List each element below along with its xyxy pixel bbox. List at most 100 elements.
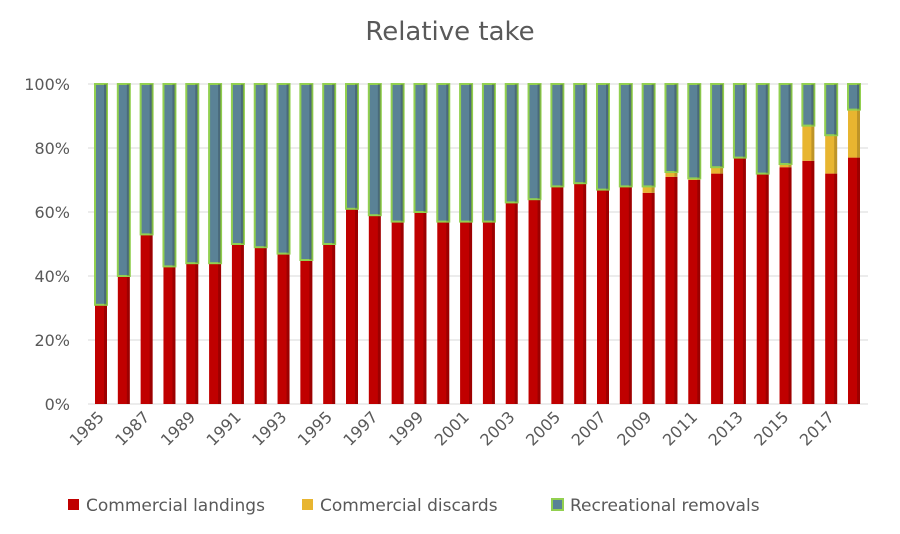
bar-shade bbox=[126, 84, 130, 276]
x-tick-label: 1989 bbox=[157, 407, 199, 449]
bar-shade bbox=[742, 84, 746, 158]
bar-shade bbox=[788, 84, 792, 164]
bar-commercial-landings bbox=[117, 276, 130, 404]
bar-shade bbox=[377, 215, 381, 404]
bar-recreational-removals bbox=[687, 83, 702, 180]
bar-recreational-removals bbox=[367, 83, 382, 217]
x-tick-label: 2011 bbox=[659, 407, 701, 449]
bar-shade bbox=[720, 167, 724, 174]
bar-commercial-landings bbox=[346, 208, 358, 404]
x-tick-label: 1987 bbox=[111, 407, 153, 449]
bar-shade bbox=[195, 84, 199, 264]
y-tick-label: 80% bbox=[34, 139, 70, 158]
bar-recreational-removals bbox=[185, 83, 200, 265]
bar-shade bbox=[560, 186, 564, 404]
bar-shade bbox=[788, 167, 792, 404]
bar-recreational-removals bbox=[847, 83, 861, 111]
legend-label: Commercial landings bbox=[86, 496, 265, 516]
bar-shade bbox=[651, 186, 655, 193]
bar-shade bbox=[309, 260, 313, 404]
bar-recreational-removals bbox=[162, 83, 177, 268]
bar-shade bbox=[332, 84, 336, 244]
bar-shade bbox=[788, 164, 792, 168]
bar-commercial-discards bbox=[779, 164, 792, 168]
bar-commercial-landings bbox=[368, 215, 381, 404]
x-tick-label: 2017 bbox=[796, 407, 838, 449]
legend-swatch bbox=[68, 499, 79, 510]
bar-recreational-removals bbox=[664, 83, 679, 173]
bar-shade bbox=[332, 244, 336, 404]
bar-shade bbox=[446, 221, 450, 404]
bar-recreational-removals bbox=[253, 83, 268, 249]
bar-recreational-removals bbox=[390, 83, 405, 223]
bar-commercial-discards bbox=[825, 135, 838, 174]
bar-commercial-landings bbox=[597, 189, 609, 404]
bar-commercial-landings bbox=[642, 192, 655, 404]
bar-shade bbox=[720, 173, 724, 404]
bar-commercial-landings bbox=[95, 304, 107, 404]
legend-label: Commercial discards bbox=[320, 496, 498, 516]
bar-recreational-removals bbox=[641, 83, 656, 188]
legend-swatch bbox=[302, 499, 313, 510]
bar-recreational-removals bbox=[116, 83, 131, 277]
bar-commercial-landings bbox=[619, 186, 632, 404]
bar-shade bbox=[537, 199, 541, 404]
bar-shade bbox=[309, 84, 313, 260]
bar-shade bbox=[811, 125, 815, 161]
bar-recreational-removals bbox=[801, 83, 816, 127]
bar-recreational-removals bbox=[573, 83, 588, 185]
bar-shade bbox=[606, 189, 609, 404]
bar-shade bbox=[104, 84, 107, 305]
bar-commercial-landings bbox=[825, 173, 838, 404]
bar-shade bbox=[149, 234, 153, 404]
bar-recreational-removals bbox=[208, 83, 223, 265]
bar-recreational-removals bbox=[413, 83, 428, 213]
bar-recreational-removals bbox=[299, 83, 314, 261]
x-tick-label: 1999 bbox=[385, 407, 427, 449]
x-tick-label: 1995 bbox=[294, 407, 336, 449]
bar-commercial-discards bbox=[642, 186, 655, 193]
bar-shade bbox=[218, 263, 222, 404]
bar-shade bbox=[674, 172, 678, 177]
bar-shade bbox=[651, 84, 655, 187]
legend-swatch bbox=[551, 498, 564, 511]
bar-recreational-removals bbox=[94, 83, 108, 306]
bar-commercial-landings bbox=[756, 173, 769, 404]
bar-recreational-removals bbox=[459, 83, 474, 223]
bar-shade bbox=[674, 176, 678, 404]
bar-recreational-removals bbox=[755, 83, 770, 175]
x-tick-label: 2013 bbox=[705, 407, 747, 449]
bar-recreational-removals bbox=[230, 83, 245, 245]
y-tick-label: 0% bbox=[45, 395, 70, 414]
bar-commercial-landings bbox=[802, 160, 815, 404]
x-tick-label: 2003 bbox=[476, 407, 518, 449]
bar-shade bbox=[355, 84, 358, 209]
bar-recreational-removals bbox=[732, 83, 747, 159]
bar-shade bbox=[172, 84, 176, 267]
bar-commercial-landings bbox=[414, 212, 427, 404]
bar-recreational-removals bbox=[710, 83, 725, 169]
bar-commercial-landings bbox=[277, 253, 290, 404]
bar-commercial-landings bbox=[163, 266, 176, 404]
x-tick-label: 1997 bbox=[339, 407, 381, 449]
bar-shade bbox=[491, 221, 495, 404]
bar-commercial-landings bbox=[391, 221, 404, 404]
bar-shade bbox=[811, 84, 815, 126]
y-tick-label: 60% bbox=[34, 203, 70, 222]
bar-shade bbox=[469, 221, 473, 404]
bar-shade bbox=[834, 173, 838, 404]
x-tick-label: 2005 bbox=[522, 407, 564, 449]
bar-recreational-removals bbox=[618, 83, 633, 188]
bar-shade bbox=[286, 84, 290, 254]
bar-commercial-discards bbox=[848, 109, 860, 158]
bar-commercial-landings bbox=[482, 221, 495, 404]
bar-shade bbox=[674, 84, 678, 172]
bar-shade bbox=[606, 84, 609, 190]
bar-commercial-landings bbox=[323, 244, 336, 404]
bar-recreational-removals bbox=[550, 83, 565, 188]
bar-shade bbox=[857, 157, 860, 404]
bar-shade bbox=[651, 192, 655, 404]
bar-commercial-landings bbox=[848, 157, 860, 404]
bar-commercial-landings bbox=[186, 263, 199, 404]
